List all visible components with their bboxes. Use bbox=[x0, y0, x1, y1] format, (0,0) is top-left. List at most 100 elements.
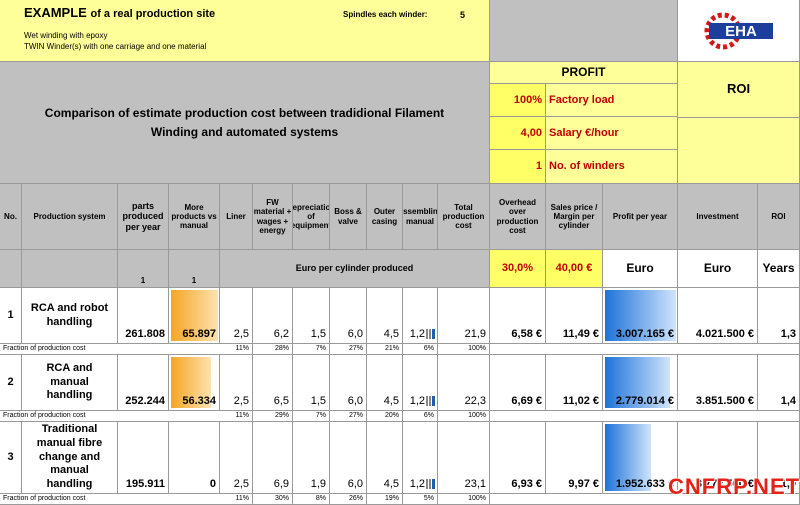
more-products-value: 0 bbox=[209, 478, 216, 491]
fraction-boss: 27% bbox=[330, 411, 367, 422]
fraction-depr: 7% bbox=[293, 411, 330, 422]
col-fw: FW material + wages + energy bbox=[253, 184, 293, 250]
col-boss: Boss & valve bbox=[330, 184, 367, 250]
col-assembling: Assembling manual bbox=[403, 184, 438, 250]
col-profit-year: Profit per year bbox=[603, 184, 678, 250]
row-more-products: 0 bbox=[169, 422, 220, 494]
row-more-products: 56.334 bbox=[169, 355, 220, 411]
col-more: More products vs manual bbox=[169, 184, 220, 250]
fraction-total: 100% bbox=[438, 344, 490, 355]
col-system: Production system bbox=[22, 184, 118, 250]
fraction-outer: 19% bbox=[367, 494, 403, 505]
row-system-name: RCA and manual handling bbox=[22, 355, 118, 411]
row-parts: 261.808 bbox=[118, 288, 169, 344]
row-total: 23,1 bbox=[438, 422, 490, 494]
fraction-label: Fraction of production cost bbox=[0, 411, 220, 422]
factory-load-label: Factory load bbox=[546, 84, 678, 117]
fraction-fw: 28% bbox=[253, 344, 293, 355]
more-products-bar bbox=[171, 357, 211, 408]
row-profit: 3.007.165 € bbox=[603, 288, 678, 344]
col-outer: Outer casing bbox=[367, 184, 403, 250]
fraction-depr: 7% bbox=[293, 344, 330, 355]
row-outer: 4,5 bbox=[367, 422, 403, 494]
fraction-assembling: 6% bbox=[403, 344, 438, 355]
row-fw: 6,5 bbox=[253, 355, 293, 411]
description-line-1: Wet winding with epoxy bbox=[24, 30, 108, 40]
euro-per-cylinder: Euro per cylinder produced bbox=[220, 250, 490, 288]
row-liner: 2,5 bbox=[220, 422, 253, 494]
roi-unit: Years bbox=[758, 250, 800, 288]
roi-filler bbox=[678, 118, 800, 184]
row-boss: 6,0 bbox=[330, 355, 367, 411]
header-gray-cell bbox=[490, 0, 678, 62]
eha-logo-icon: EHA bbox=[704, 12, 773, 49]
row-total: 22,3 bbox=[438, 355, 490, 411]
units-system bbox=[22, 250, 118, 288]
row-outer: 4,5 bbox=[367, 288, 403, 344]
profit-label: PROFIT bbox=[490, 62, 678, 84]
row-depr: 1,5 bbox=[293, 355, 330, 411]
fraction-liner: 11% bbox=[220, 494, 253, 505]
description-line-2: TWIN Winder(s) with one carriage and one… bbox=[24, 42, 207, 52]
col-sales: Sales price / Margin per cylinder bbox=[546, 184, 603, 250]
row-investment: 3.772.500 € bbox=[678, 422, 758, 494]
bar-chart-icon bbox=[426, 479, 435, 489]
col-investment: Investment bbox=[678, 184, 758, 250]
investment-unit: Euro bbox=[678, 250, 758, 288]
bar-chart-icon bbox=[426, 329, 435, 339]
fraction-assembling: 5% bbox=[403, 494, 438, 505]
col-depreciation: Depreciation of equipment bbox=[293, 184, 330, 250]
profit-unit: Euro bbox=[603, 250, 678, 288]
fraction-assembling: 6% bbox=[403, 411, 438, 422]
row-overhead: 6,69 € bbox=[490, 355, 546, 411]
row-assembling: 1,2 bbox=[403, 355, 438, 411]
fraction-filler bbox=[490, 411, 800, 422]
row-system-name: RCA and robot handling bbox=[22, 288, 118, 344]
row-profit: 1.952.633 € bbox=[603, 422, 678, 494]
overhead-percent[interactable]: 30,0% bbox=[490, 250, 546, 288]
fraction-outer: 20% bbox=[367, 411, 403, 422]
fraction-fw: 30% bbox=[253, 494, 293, 505]
row-assembling: 1,2 bbox=[403, 422, 438, 494]
row-roi: 1,3 bbox=[758, 288, 800, 344]
row-liner: 2,5 bbox=[220, 288, 253, 344]
salary-value[interactable]: 4,00 bbox=[490, 117, 546, 150]
row-parts: 252.244 bbox=[118, 355, 169, 411]
col-total: Total production cost bbox=[438, 184, 490, 250]
spindles-value: 5 bbox=[460, 10, 466, 20]
profit-bar bbox=[605, 290, 676, 341]
row-number: 3 bbox=[0, 422, 22, 494]
row-assembling: 1,2 bbox=[403, 288, 438, 344]
more-products-bar bbox=[171, 290, 218, 341]
parts-reference: 1 bbox=[118, 250, 169, 288]
col-parts: parts produced per year bbox=[118, 184, 169, 250]
row-profit: 2.779.014 € bbox=[603, 355, 678, 411]
row-overhead: 6,58 € bbox=[490, 288, 546, 344]
col-no: No. bbox=[0, 184, 22, 250]
row-number: 2 bbox=[0, 355, 22, 411]
bar-chart-icon bbox=[426, 396, 435, 406]
fraction-outer: 21% bbox=[367, 344, 403, 355]
col-liner: Liner bbox=[220, 184, 253, 250]
row-outer: 4,5 bbox=[367, 355, 403, 411]
margin-value[interactable]: 40,00 € bbox=[546, 250, 603, 288]
col-roi: ROI bbox=[758, 184, 800, 250]
profit-value: 3.007.165 € bbox=[615, 328, 674, 341]
example-header: EXAMPLE of a real production site Wet wi… bbox=[0, 0, 490, 62]
row-more-products: 65.897 bbox=[169, 288, 220, 344]
col-overhead: Overhead over production cost bbox=[490, 184, 546, 250]
factory-load-value[interactable]: 100% bbox=[490, 84, 546, 117]
row-investment: 3.851.500 € bbox=[678, 355, 758, 411]
fraction-total: 100% bbox=[438, 494, 490, 505]
roi-header: ROI bbox=[678, 62, 800, 118]
fraction-label: Fraction of production cost bbox=[0, 494, 220, 505]
fraction-total: 100% bbox=[438, 411, 490, 422]
row-investment: 4.021.500 € bbox=[678, 288, 758, 344]
more-reference: 1 bbox=[169, 250, 220, 288]
more-products-value: 65.897 bbox=[182, 328, 216, 341]
logo-text: EHA bbox=[725, 23, 757, 40]
winders-value[interactable]: 1 bbox=[490, 150, 546, 184]
row-boss: 6,0 bbox=[330, 422, 367, 494]
row-parts: 195.911 bbox=[118, 422, 169, 494]
fraction-fw: 29% bbox=[253, 411, 293, 422]
